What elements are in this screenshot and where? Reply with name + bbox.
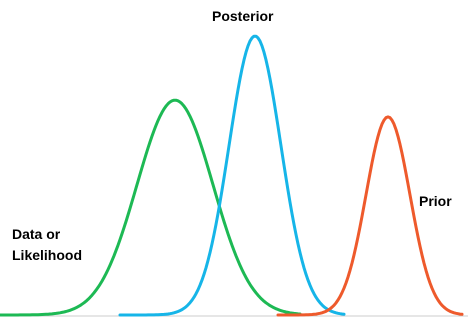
likelihood-label-line2: Likelihood — [12, 247, 82, 263]
prior-label: Prior — [419, 193, 452, 209]
likelihood-label-line1: Data or — [12, 226, 61, 242]
prior-curve — [276, 115, 464, 317]
likelihood-curve — [0, 98, 302, 317]
posterior-label: Posterior — [212, 8, 274, 24]
curves-group — [0, 34, 464, 317]
posterior-curve — [118, 34, 346, 317]
likelihood-label: Data or Likelihood — [12, 224, 122, 266]
